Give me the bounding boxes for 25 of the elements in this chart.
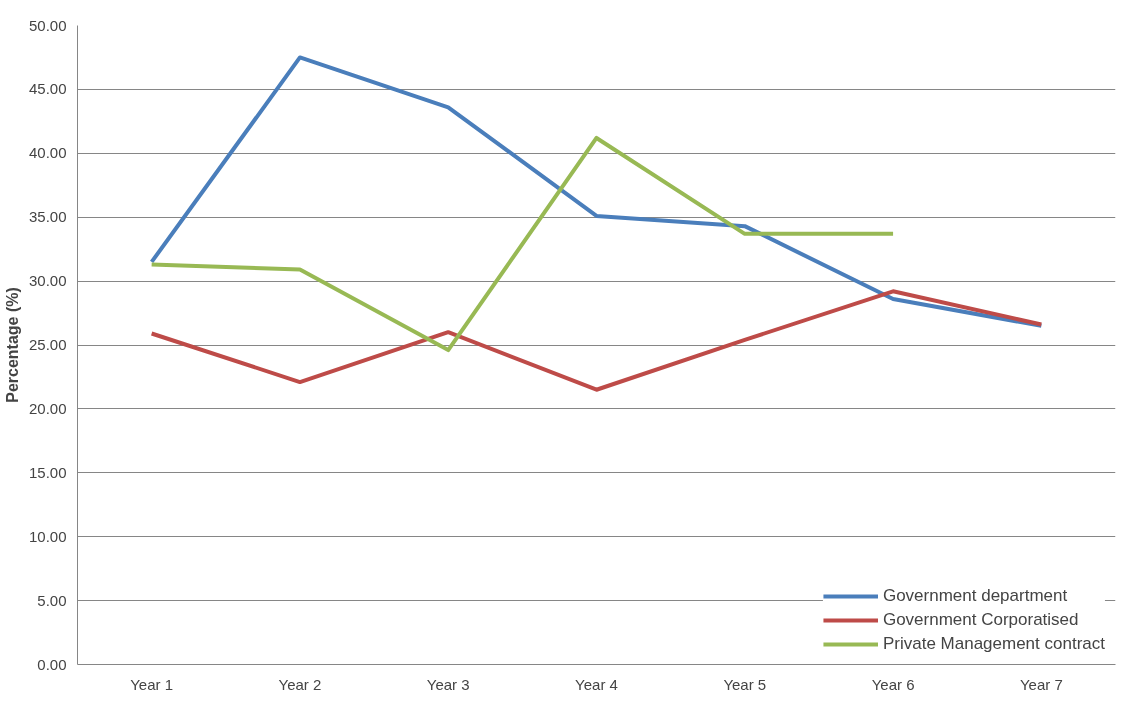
legend-label: Private Management contract <box>882 634 1105 654</box>
y-tick-label: 15.00 <box>28 463 67 481</box>
line-series <box>149 55 1044 328</box>
line-series <box>149 135 896 353</box>
y-tick-label: 5.00 <box>37 591 67 609</box>
x-tick-label: Year 2 <box>278 675 322 693</box>
y-tick-label: 20.00 <box>28 399 67 417</box>
y-axis-title: Percentage (%) <box>3 287 21 403</box>
y-tick-label: 25.00 <box>28 336 67 353</box>
y-tick-label: 0.00 <box>37 655 67 673</box>
x-tick-label: Year 5 <box>723 675 767 693</box>
y-tick-label: 40.00 <box>28 144 67 162</box>
x-tick-label: Year 1 <box>130 675 174 693</box>
y-tick-label: 10.00 <box>28 527 67 545</box>
legend-label: Government department <box>882 586 1068 606</box>
y-tick-label: 35.00 <box>28 208 67 226</box>
y-tick-label: 50.00 <box>28 16 67 34</box>
x-tick-label: Year 4 <box>575 675 618 693</box>
legend-label: Government Corporatised <box>882 610 1079 630</box>
x-tick-label: Year 3 <box>426 675 470 693</box>
x-tick-label: Year 7 <box>1019 675 1063 693</box>
x-tick-label: Year 6 <box>871 675 915 693</box>
line-series <box>149 289 1044 392</box>
y-tick-label: 45.00 <box>28 80 67 98</box>
y-tick-label: 30.00 <box>28 272 67 290</box>
